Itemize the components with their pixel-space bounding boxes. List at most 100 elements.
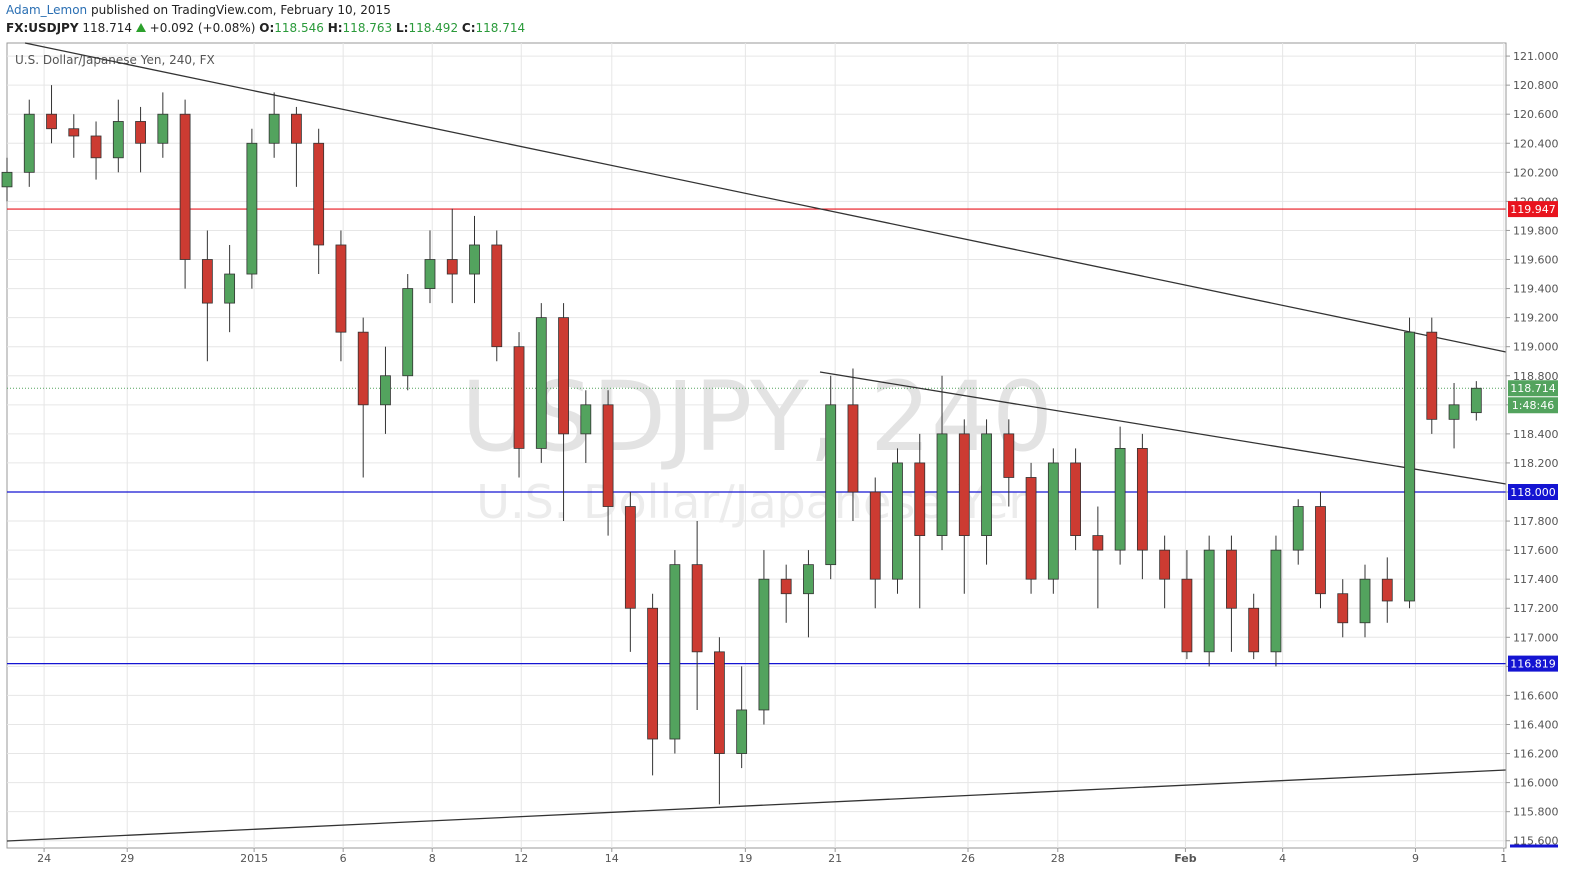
candle-body (914, 462, 926, 536)
x-tick-label: 29 (120, 852, 134, 865)
y-tick-label: 120.600 (1513, 108, 1559, 121)
candle-body (179, 113, 191, 260)
y-tick-label: 117.800 (1513, 515, 1559, 528)
candle-body (291, 113, 302, 144)
candle-body (1270, 549, 1282, 653)
trend-line (6, 769, 1507, 842)
candle-body (491, 244, 503, 348)
candle-body (1003, 433, 1015, 478)
candle-body (825, 404, 837, 566)
author[interactable]: Adam_Lemon (6, 3, 88, 17)
y-tick-label: 120.200 (1513, 166, 1559, 179)
x-tick-label: 6 (340, 852, 347, 865)
y-tick-label: 117.400 (1513, 573, 1559, 586)
candle-body (446, 259, 458, 275)
candle-body (469, 244, 480, 275)
y-tick-label: 116.600 (1513, 689, 1559, 702)
y-tick-label: 118.400 (1513, 428, 1559, 441)
y-tick-label: 117.600 (1513, 544, 1559, 557)
published: published on TradingView.com, February 1… (90, 3, 391, 17)
candle-body (246, 142, 258, 275)
close: 118.714 (475, 21, 526, 35)
last: 118.714 (82, 21, 132, 35)
candle-body (424, 259, 436, 289)
candle-body (112, 121, 124, 159)
candle-body (1337, 593, 1349, 624)
candle-body (602, 404, 614, 507)
y-tick-label: 116.200 (1513, 748, 1559, 761)
y-tick-label: 119.600 (1513, 254, 1559, 267)
candle-body (958, 433, 970, 536)
y-tick-label: 119.400 (1513, 283, 1559, 296)
candle-body (535, 317, 547, 449)
candle-body (803, 564, 814, 595)
countdown: 1:48:46 (1512, 399, 1554, 412)
candle-body (157, 113, 169, 144)
low: 118.492 (408, 21, 459, 35)
candle-body (23, 113, 35, 173)
candle-body (1292, 506, 1304, 551)
candle-body (1448, 404, 1460, 420)
y-tick-label: 121.000 (1513, 50, 1559, 63)
candle-body (1359, 578, 1371, 624)
y-tick-label: 119.000 (1513, 341, 1559, 354)
x-tick-label: 9 (1412, 852, 1419, 865)
candle-body (90, 135, 102, 159)
candle-body (713, 651, 725, 754)
legend: U.S. Dollar/Japanese Yen, 240, FX (15, 53, 215, 67)
y-tick-label: 120.800 (1513, 79, 1559, 92)
symbol: FX:USDJPY (6, 21, 79, 35)
candle-body (558, 317, 569, 435)
candle-body (135, 121, 146, 144)
price-label: 119.947 (1510, 203, 1556, 216)
x-tick-label: 8 (429, 852, 436, 865)
candle-body (1203, 549, 1215, 653)
candle-body (224, 273, 236, 304)
candle-body (1025, 477, 1037, 580)
candle-body (1470, 387, 1482, 414)
y-tick-label: 117.000 (1513, 631, 1559, 644)
candle-body (736, 709, 748, 754)
candle-body (201, 259, 213, 304)
y-tick-label: 116.000 (1513, 777, 1559, 790)
candle-body (847, 404, 859, 493)
candle-body (1047, 462, 1059, 580)
open-label: O: (259, 21, 275, 35)
y-tick-label: 119.200 (1513, 312, 1559, 325)
candle-body (1315, 506, 1326, 595)
candle-body (335, 244, 347, 333)
candle-body (1426, 331, 1438, 420)
y-tick-label: 118.800 (1513, 370, 1559, 383)
candle-body (380, 375, 391, 406)
candle-body (402, 288, 414, 377)
x-tick-label: 26 (961, 852, 975, 865)
y-tick-label: 115.800 (1513, 806, 1559, 819)
low-label: L: (396, 21, 409, 35)
candle-body (1248, 607, 1260, 653)
candle-body (513, 346, 525, 449)
open: 118.546 (274, 21, 324, 35)
candle-body (1181, 578, 1193, 653)
x-tick-label: 1 (1500, 852, 1507, 865)
y-tick-label: 118.200 (1513, 457, 1559, 470)
candle-body (758, 578, 770, 711)
candle-body (268, 113, 280, 144)
y-tick-label: 115.600 (1513, 835, 1559, 848)
candle-body (1092, 535, 1104, 551)
x-tick-label: 14 (605, 852, 619, 865)
x-tick-label: 2015 (240, 852, 268, 865)
x-tick-label: Feb (1174, 852, 1197, 865)
candle-body (1, 171, 13, 188)
candle-body (313, 142, 325, 246)
candle-body (1404, 331, 1415, 602)
y-tick-label: 119.800 (1513, 224, 1559, 237)
high-label: H: (327, 21, 343, 35)
candle-body (580, 404, 592, 435)
close-label: C: (461, 21, 476, 35)
x-tick-label: 24 (37, 852, 51, 865)
trend-line (819, 371, 1507, 485)
x-tick-label: 21 (828, 852, 842, 865)
price-label-box (1508, 483, 1558, 500)
